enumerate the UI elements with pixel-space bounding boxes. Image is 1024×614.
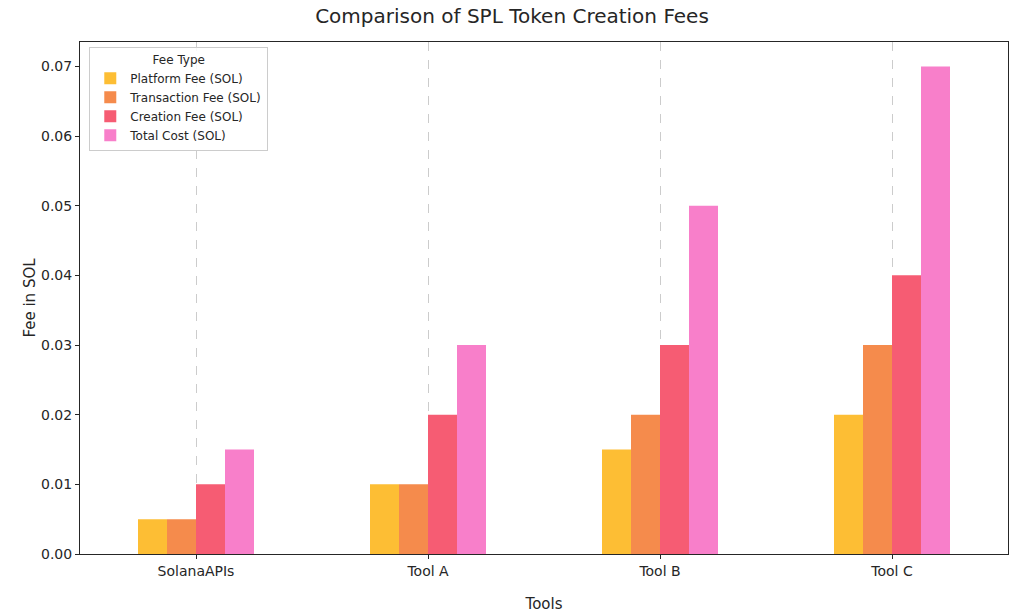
svg-text:0.03: 0.03	[41, 337, 72, 353]
svg-text:0.05: 0.05	[41, 198, 72, 214]
svg-text:0.07: 0.07	[41, 58, 72, 74]
svg-text:0.06: 0.06	[41, 128, 72, 144]
svg-text:Tool A: Tool A	[406, 563, 449, 579]
svg-text:Fee in SOL: Fee in SOL	[21, 258, 39, 338]
svg-text:Transaction Fee (SOL): Transaction Fee (SOL)	[129, 91, 260, 105]
svg-text:Platform Fee (SOL): Platform Fee (SOL)	[130, 72, 242, 86]
svg-text:Tool B: Tool B	[638, 563, 680, 579]
svg-text:Comparison of SPL Token Creati: Comparison of SPL Token Creation Fees	[315, 4, 709, 28]
svg-text:Fee Type: Fee Type	[153, 53, 205, 67]
svg-text:Creation Fee (SOL): Creation Fee (SOL)	[130, 110, 243, 124]
svg-text:Tool C: Tool C	[870, 563, 913, 579]
svg-text:Tools: Tools	[525, 595, 563, 613]
svg-text:0.04: 0.04	[41, 267, 72, 283]
svg-text:0.00: 0.00	[41, 546, 72, 562]
svg-text:0.01: 0.01	[41, 476, 72, 492]
svg-text:SolanaAPIs: SolanaAPIs	[158, 563, 235, 579]
svg-text:Total Cost (SOL): Total Cost (SOL)	[129, 129, 225, 143]
svg-text:0.02: 0.02	[41, 407, 72, 423]
